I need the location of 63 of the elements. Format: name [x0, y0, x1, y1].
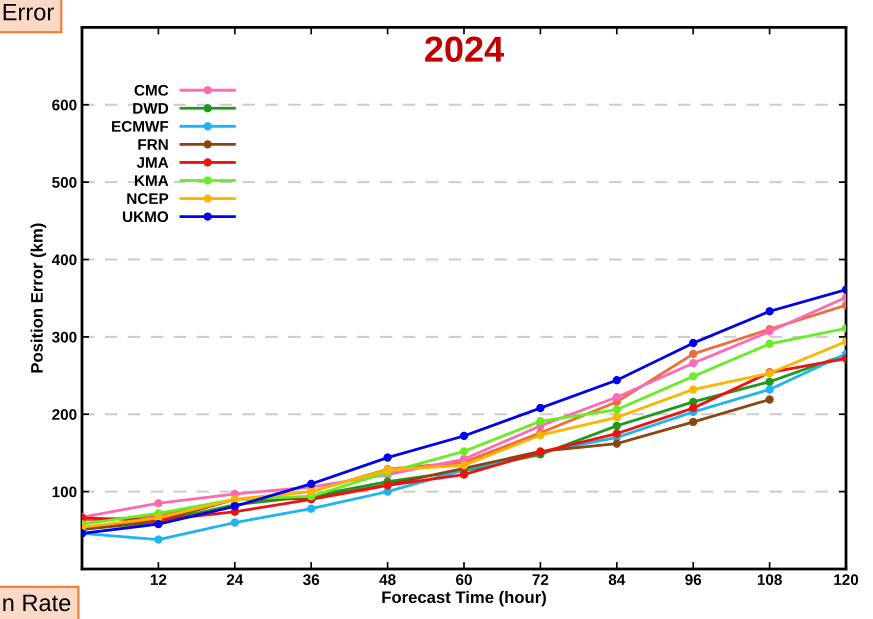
- point: [536, 430, 545, 440]
- point: [765, 327, 774, 336]
- x-tick-label: 36: [303, 574, 320, 586]
- point: [612, 439, 621, 448]
- legend-label: NCEP: [127, 193, 168, 204]
- legend-label: KMA: [134, 175, 168, 186]
- point: [460, 447, 468, 456]
- point: [765, 340, 774, 348]
- point: [689, 359, 698, 368]
- point: [765, 307, 774, 316]
- point: [154, 499, 163, 508]
- legend-label: FRN: [138, 139, 168, 150]
- point: [612, 413, 621, 422]
- point: [307, 480, 316, 488]
- text: n Rate: [3, 594, 70, 612]
- point: [154, 535, 163, 544]
- legend-label: CMC: [134, 84, 168, 96]
- y-tick-label: 200: [52, 409, 77, 420]
- y-tick-label: 100: [52, 486, 77, 498]
- legend-label: DWD: [133, 103, 168, 114]
- x-tick-label: 120: [834, 574, 858, 586]
- y-tick-label: 500: [52, 176, 77, 188]
- point: [689, 338, 698, 348]
- point: [612, 422, 621, 430]
- x-axis-title: Forecast Time (hour): [382, 590, 546, 606]
- x-tick-label: 96: [685, 574, 702, 586]
- point: [765, 385, 774, 394]
- x-tick-label: 72: [532, 574, 548, 585]
- legend-label: UKMO: [122, 211, 168, 222]
- point: [612, 393, 621, 402]
- x-tick-label: 48: [379, 574, 396, 586]
- legend-label: ECMWF: [112, 120, 168, 132]
- point: [765, 395, 774, 404]
- point: [689, 350, 698, 358]
- point: [230, 518, 239, 527]
- point: [536, 404, 545, 412]
- point: [689, 418, 698, 426]
- point: [612, 405, 621, 414]
- x-tick-label: 12: [150, 574, 166, 585]
- point: [612, 429, 621, 438]
- point: [154, 520, 163, 528]
- point: [460, 432, 468, 440]
- point: [460, 461, 468, 470]
- point: [765, 378, 774, 386]
- x-tick-label: 108: [758, 574, 782, 586]
- y-tick-label: 400: [52, 254, 77, 266]
- point: [383, 453, 392, 462]
- y-tick-label: 600: [52, 100, 77, 110]
- y-axis-title: Position Error (km): [30, 224, 46, 373]
- x-tick-label: 84: [608, 574, 626, 586]
- point: [689, 385, 698, 394]
- y-tick-label: 300: [52, 332, 77, 343]
- text: Error: [4, 4, 54, 20]
- legend-label: JMA: [136, 157, 168, 168]
- x-tick-label: 24: [226, 574, 244, 585]
- point: [307, 504, 316, 513]
- x-tick-label: 60: [456, 574, 472, 586]
- point: [689, 372, 698, 381]
- chart-title: 2024: [425, 36, 504, 62]
- point: [612, 376, 621, 384]
- point: [536, 417, 545, 426]
- point: [460, 470, 468, 479]
- point: [689, 404, 698, 412]
